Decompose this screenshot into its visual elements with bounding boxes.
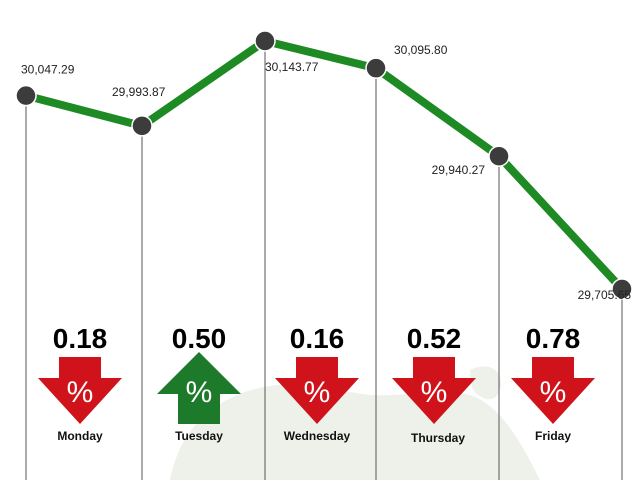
day-label: Wednesday <box>284 429 351 443</box>
percent-change-value: 0.50 <box>172 323 227 354</box>
data-point-marker <box>15 84 37 107</box>
data-point-marker <box>131 115 153 137</box>
day-label: Tuesday <box>175 429 223 443</box>
daily-change-tuesday: 0.50% Tuesday <box>157 323 241 443</box>
down-arrow-icon <box>38 357 122 424</box>
index-trend-line <box>22 37 626 293</box>
down-arrow-icon <box>392 357 476 424</box>
percent-change-value: 0.78 <box>526 323 581 354</box>
data-point-value-label: 30,095.80 <box>394 43 448 57</box>
daily-change-monday: 0.18% Monday <box>38 323 122 443</box>
percent-change-value: 0.16 <box>290 323 345 354</box>
percent-change-value: 0.18 <box>53 323 108 354</box>
data-point-value-label: 29,705.65 <box>578 288 632 302</box>
percent-symbol: % <box>67 376 94 409</box>
data-point-marker <box>488 145 510 167</box>
down-arrow-icon <box>511 357 595 424</box>
percent-symbol: % <box>304 376 331 409</box>
data-point-value-label: 30,047.29 <box>21 63 75 77</box>
daily-change-thursday: 0.52% Thursday <box>392 323 476 445</box>
day-label: Friday <box>535 429 571 443</box>
day-label: Monday <box>57 429 103 443</box>
daily-change-wednesday: 0.16% Wednesday <box>275 323 359 443</box>
data-point-marker <box>254 30 276 52</box>
percent-symbol: % <box>421 376 448 409</box>
data-point-value-label: 30,143.77 <box>265 60 319 74</box>
percent-symbol: % <box>186 376 213 409</box>
percent-symbol: % <box>540 376 567 409</box>
up-arrow-icon <box>157 352 241 424</box>
down-arrow-icon <box>275 357 359 424</box>
percent-change-value: 0.52 <box>407 323 462 354</box>
day-label: Thursday <box>411 431 465 445</box>
daily-change-friday: 0.78% Friday <box>511 323 595 443</box>
data-point-marker <box>365 57 387 79</box>
data-point-value-label: 29,940.27 <box>432 163 486 177</box>
data-point-marker <box>611 278 633 300</box>
data-point-value-label: 29,993.87 <box>112 85 166 99</box>
